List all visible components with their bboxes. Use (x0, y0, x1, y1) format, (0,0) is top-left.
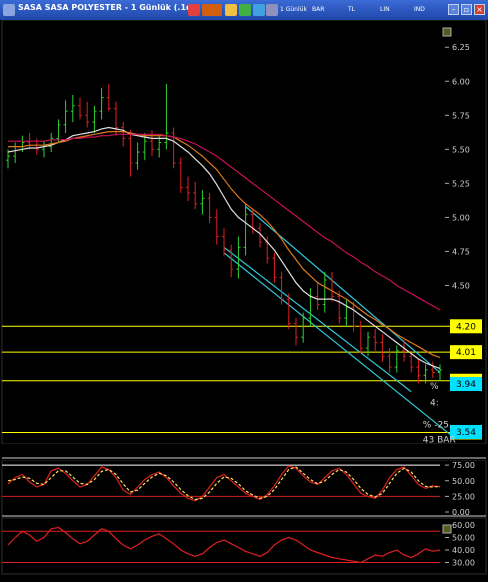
y-tick-label: 5.75 (452, 111, 470, 120)
annotation-text: % -25. (423, 420, 452, 430)
y-tick-label: 4.75 (452, 247, 470, 256)
window-title: SASA SASA POLYESTER - 1 Günlük (.1d) (18, 3, 196, 12)
channel-line-lower (223, 246, 412, 393)
level-label-box (450, 319, 482, 334)
rsi-panel-frame (1, 517, 487, 575)
y-tick-label: 75.00 (452, 461, 475, 470)
panel-close-icon (442, 524, 452, 534)
y-tick-label: 5.25 (452, 179, 470, 188)
y-tick-label: 5.50 (452, 145, 470, 154)
currency-icon[interactable] (188, 4, 200, 16)
y-tick-label: 5.00 (452, 213, 470, 222)
y-tick-label: 4.50 (452, 281, 470, 290)
level-label: 4.01 (456, 348, 476, 358)
series-line-2 (8, 130, 441, 359)
y-tick-label: 30.00 (452, 559, 475, 568)
toolbar-scale[interactable]: LIN (380, 6, 390, 13)
series-line-0 (7, 465, 441, 502)
y-tick-label: 6.25 (452, 43, 470, 52)
annotation-text: % (430, 382, 439, 392)
pencil-icon[interactable] (225, 4, 237, 16)
annotation-text: 43 BAR (423, 435, 456, 445)
series-line-1 (7, 126, 441, 370)
level-label: 4.20 (456, 322, 476, 332)
channel-line-mid (223, 252, 455, 439)
price-panel-footer (0, 444, 488, 460)
panel-close-icon (442, 27, 452, 37)
minimize-button[interactable]: – (448, 4, 459, 15)
price-label: 3.54 (456, 428, 476, 438)
stochastic-panel-frame (1, 459, 487, 517)
y-tick-label: 6.00 (452, 77, 470, 86)
settings-icon[interactable] (266, 4, 278, 16)
y-tick-label: 0.00 (452, 508, 470, 517)
chart-panel-1: 75.00 50.00 25.00 0.00 (2, 461, 475, 517)
y-tick-label: 50.00 (452, 477, 475, 486)
price-label-box (450, 377, 482, 391)
chart-area[interactable]: 4.204.013.803.426.256.005.755.505.255.00… (0, 20, 488, 582)
y-tick-label: 25.00 (452, 492, 475, 501)
title-bar: SASA SASA POLYESTER - 1 Günlük (.1d) 1 G… (0, 0, 488, 20)
price-label: 3.94 (456, 380, 476, 390)
y-tick-label: 60.00 (452, 521, 475, 530)
price-label-box (450, 425, 482, 439)
y-tick-label: 40.00 (452, 546, 475, 555)
annotation-text: 4: (430, 399, 439, 409)
y-tick-label: 50.00 (452, 534, 475, 543)
toolbar-currency[interactable]: TL (348, 6, 356, 13)
series-line-0 (7, 526, 441, 564)
app-icon[interactable] (3, 4, 15, 16)
restore-button[interactable]: ▫ (461, 4, 472, 15)
series-line-3 (8, 133, 441, 311)
toolbar-indicator[interactable]: IND (414, 6, 425, 13)
chart-panel-0: 4.204.013.803.426.256.005.755.505.255.00… (2, 43, 482, 445)
close-button[interactable]: × (474, 4, 485, 15)
refresh-icon[interactable] (253, 4, 265, 16)
toolbar-period[interactable]: 1 Günlük (280, 6, 307, 13)
price-panel-frame (1, 20, 487, 445)
chart-panel-2: 60.00 50.00 40.00 30.00 (2, 521, 475, 568)
check-icon[interactable] (239, 4, 251, 16)
toolbar-bar[interactable]: BAR (312, 6, 325, 13)
level-label-box (450, 345, 482, 360)
forex-icon[interactable] (202, 4, 222, 16)
